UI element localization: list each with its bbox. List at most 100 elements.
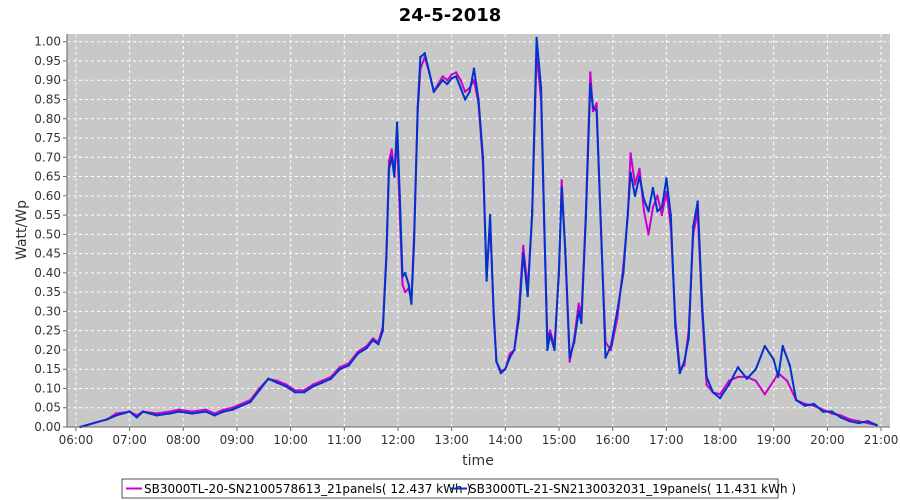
data-point: [387, 167, 391, 171]
data-point: [177, 408, 180, 411]
x-tick-label: 20:00: [810, 433, 845, 447]
x-tick-label: 16:00: [595, 433, 630, 447]
data-point: [454, 71, 458, 74]
data-point: [450, 73, 453, 76]
data-point: [577, 310, 580, 313]
data-point: [499, 371, 503, 375]
y-tick-label: 0.70: [34, 150, 61, 164]
data-point: [705, 383, 708, 386]
data-point: [231, 408, 234, 411]
data-point: [580, 321, 583, 325]
data-point: [754, 379, 757, 382]
data-point: [115, 412, 118, 415]
y-tick-label: 1.00: [34, 35, 61, 49]
data-point: [857, 420, 860, 423]
data-point: [660, 206, 664, 209]
data-point: [485, 279, 488, 282]
data-point: [338, 368, 341, 371]
data-point: [626, 210, 630, 213]
data-point: [812, 402, 816, 406]
x-tick-label: 13:00: [434, 433, 469, 447]
data-point: [395, 121, 399, 124]
x-tick-label: 08:00: [166, 433, 201, 447]
data-point: [736, 366, 740, 369]
legend-box: [121, 478, 779, 499]
y-tick-label: 0.30: [34, 304, 61, 318]
data-point: [135, 416, 138, 419]
data-point: [128, 410, 131, 413]
data-point: [727, 383, 731, 386]
data-point: [678, 371, 681, 375]
data-point: [513, 348, 516, 352]
data-point: [441, 79, 444, 82]
data-point: [568, 360, 571, 363]
y-tick-label: 0.75: [34, 131, 61, 145]
legend: SB3000TL-20-SN2100578613_21panels( 12.43…: [121, 478, 796, 499]
data-point: [669, 213, 672, 217]
data-point: [763, 344, 766, 348]
data-point: [848, 420, 851, 423]
data-point: [674, 325, 677, 328]
data-point: [463, 98, 467, 101]
y-tick-label: 0.95: [34, 54, 61, 68]
data-point: [629, 152, 632, 155]
data-point: [401, 275, 404, 278]
data-point: [763, 393, 766, 396]
data-point: [495, 360, 498, 363]
data-point: [393, 175, 396, 178]
data-point: [508, 352, 511, 355]
data-point: [371, 337, 375, 340]
x-tick-label: 18:00: [703, 433, 738, 447]
y-tick-label: 0.20: [34, 343, 61, 357]
data-point: [803, 404, 807, 407]
data-point: [371, 339, 375, 342]
data-point: [390, 148, 393, 151]
data-point: [267, 377, 270, 380]
data-point: [293, 391, 297, 394]
data-point: [276, 381, 279, 384]
data-point: [660, 213, 664, 217]
data-point: [589, 82, 592, 86]
data-point: [446, 79, 449, 82]
data-point: [642, 198, 646, 201]
data-point: [857, 421, 860, 425]
y-tick-label: 0.05: [34, 401, 61, 415]
legend-entry-series-2: SB3000TL-21-SN2130032031_19panels( 11.43…: [469, 482, 796, 496]
data-point: [428, 71, 431, 74]
y-tick-label: 0.55: [34, 208, 61, 222]
data-point: [683, 360, 686, 363]
data-point: [736, 375, 740, 379]
data-point: [564, 248, 567, 251]
data-point: [629, 171, 632, 174]
data-point: [115, 414, 118, 417]
y-tick-label: 0.45: [34, 247, 61, 261]
data-point: [437, 84, 440, 88]
data-point: [258, 389, 261, 392]
data-point: [839, 416, 842, 419]
data-point: [231, 406, 234, 409]
y-tick-label: 0.40: [34, 266, 61, 280]
data-point: [141, 410, 145, 413]
data-point: [92, 421, 96, 425]
y-tick-label: 0.80: [34, 112, 61, 126]
data-point: [638, 167, 641, 171]
data-point: [412, 240, 416, 244]
data-point: [522, 252, 525, 255]
data-point: [754, 368, 757, 371]
data-point: [432, 90, 435, 94]
data-point: [155, 414, 158, 417]
x-tick-label: 07:00: [112, 433, 147, 447]
data-point: [377, 343, 380, 346]
data-point: [542, 202, 545, 205]
data-point: [772, 379, 775, 382]
data-point: [106, 418, 109, 421]
data-point: [419, 55, 422, 59]
x-tick-label: 11:00: [327, 433, 362, 447]
y-tick-label: 0.60: [34, 189, 61, 203]
data-point: [591, 109, 595, 113]
data-point: [454, 75, 458, 78]
data-point: [711, 391, 715, 394]
y-tick-label: 0.65: [34, 170, 61, 184]
data-point: [168, 412, 172, 415]
